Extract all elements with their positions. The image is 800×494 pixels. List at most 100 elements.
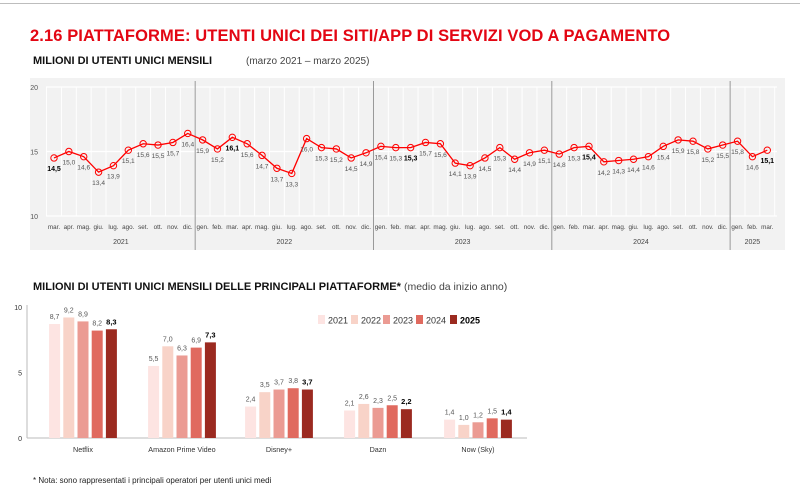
month-label: giu. bbox=[272, 224, 282, 231]
data-label: 15,9 bbox=[196, 148, 209, 155]
page-title: 2.16 PIATTAFORME: UTENTI UNICI DEI SITI/… bbox=[30, 27, 671, 45]
data-point bbox=[302, 134, 311, 143]
bar-value-label: 8,3 bbox=[106, 317, 116, 326]
data-label: 14,2 bbox=[597, 170, 610, 177]
data-label: 15,4 bbox=[582, 154, 596, 161]
data-point bbox=[258, 151, 266, 160]
bar bbox=[91, 330, 103, 438]
data-point bbox=[169, 138, 177, 147]
y-tick-label: 5 bbox=[18, 371, 22, 378]
month-label: gen. bbox=[731, 224, 744, 231]
data-label: 15,8 bbox=[731, 149, 744, 156]
data-point bbox=[748, 152, 757, 161]
bar bbox=[344, 410, 356, 438]
data-label: 15,6 bbox=[434, 152, 447, 159]
legend-swatch bbox=[416, 315, 423, 324]
category-label: Dazn bbox=[370, 445, 387, 454]
data-point bbox=[644, 152, 653, 161]
data-label: 15,3 bbox=[389, 156, 402, 163]
month-label: gen. bbox=[196, 224, 209, 231]
bar-value-label: 8,9 bbox=[78, 311, 88, 318]
category-label: Netflix bbox=[73, 445, 93, 454]
data-point bbox=[184, 129, 192, 138]
month-label: apr. bbox=[64, 224, 75, 231]
month-label: mag. bbox=[255, 224, 269, 231]
data-point bbox=[421, 138, 430, 147]
bar-value-label: 2,1 bbox=[345, 400, 355, 407]
data-point bbox=[273, 164, 281, 172]
year-label: 2025 bbox=[745, 239, 761, 246]
month-label: feb. bbox=[569, 224, 580, 231]
month-label: ott. bbox=[154, 224, 163, 231]
data-label: 15,3 bbox=[493, 156, 506, 163]
data-point bbox=[496, 143, 504, 152]
month-label: nov. bbox=[702, 224, 714, 231]
data-label: 14,9 bbox=[360, 161, 373, 168]
data-label: 15,6 bbox=[137, 152, 150, 159]
bar bbox=[77, 321, 89, 438]
data-point bbox=[659, 142, 667, 151]
data-point bbox=[481, 154, 489, 162]
bar bbox=[287, 388, 299, 438]
month-label: giu. bbox=[628, 224, 638, 231]
bar-value-label: 1,4 bbox=[445, 410, 455, 417]
data-label: 15,5 bbox=[716, 153, 729, 160]
data-point bbox=[124, 146, 133, 154]
data-point bbox=[704, 145, 712, 153]
bar-value-label: 2,2 bbox=[401, 397, 411, 406]
footnote: * Nota: sono rappresentati i principali … bbox=[33, 476, 272, 485]
month-label: mag. bbox=[433, 224, 447, 231]
data-label: 15,5 bbox=[152, 153, 165, 160]
bar-value-label: 3,8 bbox=[288, 378, 298, 385]
data-point bbox=[555, 150, 563, 158]
month-label: feb. bbox=[747, 224, 758, 231]
bar-value-label: 3,7 bbox=[302, 378, 312, 387]
bar bbox=[472, 422, 484, 438]
month-label: apr. bbox=[420, 224, 431, 231]
data-label: 14,3 bbox=[612, 169, 625, 176]
data-point bbox=[570, 143, 578, 152]
month-label: ago. bbox=[657, 224, 670, 231]
data-label: 15,4 bbox=[657, 154, 670, 161]
data-label: 15,9 bbox=[672, 148, 685, 155]
bar-value-label: 2,6 bbox=[359, 394, 369, 401]
data-label: 15,6 bbox=[241, 152, 254, 159]
legend-swatch bbox=[383, 315, 390, 324]
month-label: gen. bbox=[553, 224, 566, 231]
bar bbox=[486, 418, 498, 438]
month-label: lug. bbox=[465, 224, 475, 231]
month-label: ago. bbox=[300, 224, 313, 231]
data-label: 13,7 bbox=[270, 176, 283, 183]
year-label: 2021 bbox=[113, 239, 129, 246]
y-tick-label: 10 bbox=[14, 305, 22, 312]
line-chart-period: (marzo 2021 – marzo 2025) bbox=[246, 56, 370, 67]
bar bbox=[400, 409, 412, 438]
bar-value-label: 5,5 bbox=[149, 356, 159, 363]
bar-value-label: 6,9 bbox=[191, 338, 201, 345]
month-label: nov. bbox=[167, 224, 179, 231]
data-point bbox=[406, 143, 415, 152]
data-point bbox=[525, 149, 534, 157]
month-label: mar. bbox=[405, 224, 417, 231]
month-label: mag. bbox=[77, 224, 91, 231]
bar bbox=[259, 392, 271, 438]
bar-value-label: 1,4 bbox=[501, 408, 512, 417]
data-point bbox=[733, 137, 742, 145]
bar bbox=[358, 403, 370, 438]
data-point bbox=[213, 145, 222, 153]
data-label: 14,6 bbox=[77, 165, 90, 172]
data-point bbox=[332, 145, 341, 153]
bar bbox=[148, 365, 160, 438]
category-label: Disney+ bbox=[266, 445, 292, 454]
data-label: 15,2 bbox=[211, 157, 224, 164]
series-line bbox=[53, 132, 768, 175]
data-label: 15,1 bbox=[122, 158, 135, 165]
bar-value-label: 8,2 bbox=[92, 321, 102, 328]
data-point bbox=[65, 147, 73, 156]
bar-chart-note: (medio da inizio anno) bbox=[403, 281, 508, 293]
data-label: 15,8 bbox=[687, 149, 700, 156]
bar bbox=[245, 406, 257, 438]
data-point bbox=[392, 143, 400, 152]
month-label: mar. bbox=[48, 224, 60, 231]
data-label: 15,3 bbox=[404, 156, 418, 163]
